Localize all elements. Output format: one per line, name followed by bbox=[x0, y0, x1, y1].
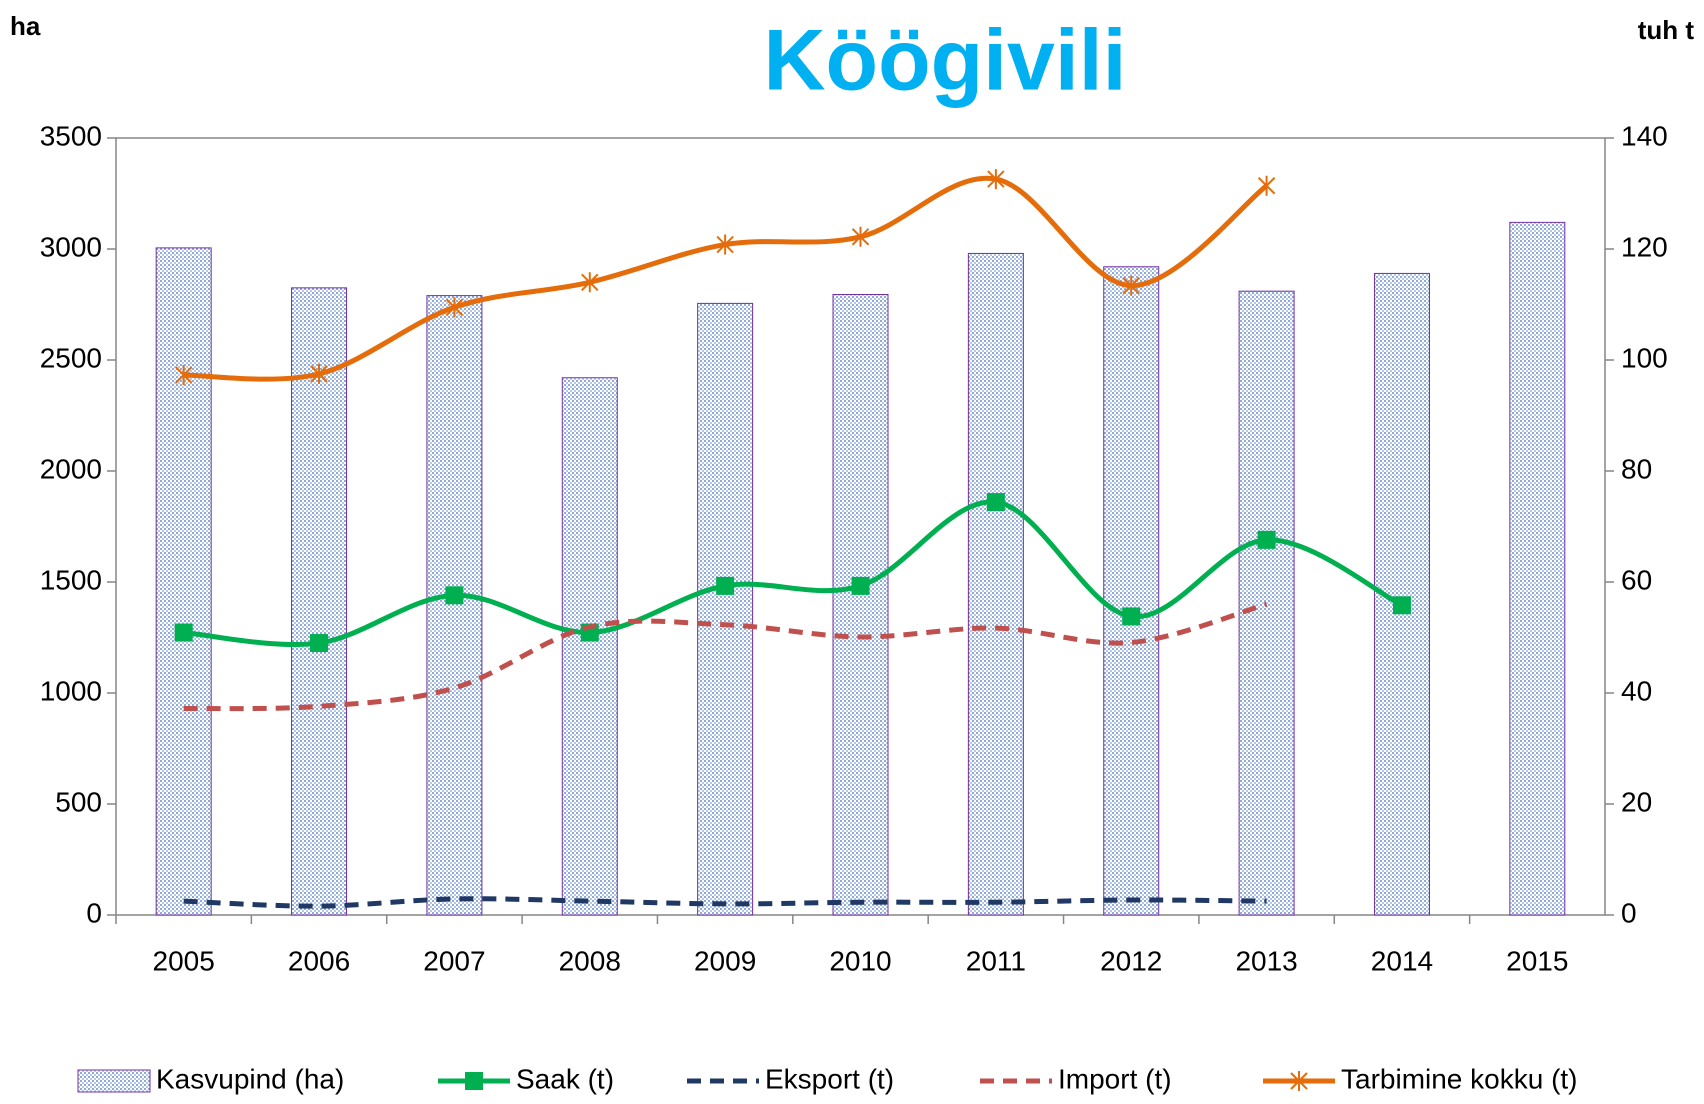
y2-tick-label: 60 bbox=[1621, 564, 1652, 595]
x-tick-label: 2007 bbox=[423, 945, 485, 976]
y-tick-label: 0 bbox=[86, 897, 102, 928]
line bbox=[183, 499, 1404, 648]
legend-marker bbox=[465, 1072, 483, 1090]
marker bbox=[174, 364, 193, 385]
marker bbox=[445, 586, 464, 605]
chart-title: Köögivili bbox=[763, 13, 1126, 109]
marker bbox=[310, 363, 328, 384]
x-tick-label: 2015 bbox=[1506, 945, 1568, 976]
x-tick-label: 2006 bbox=[288, 945, 350, 976]
y2-tick-label: 140 bbox=[1621, 120, 1668, 151]
marker bbox=[1257, 175, 1276, 196]
marker bbox=[851, 576, 870, 595]
bar bbox=[155, 247, 212, 916]
marker bbox=[174, 623, 193, 642]
y2-tick-label: 20 bbox=[1621, 786, 1652, 817]
y2-tick-label: 80 bbox=[1621, 453, 1652, 484]
line bbox=[183, 896, 1267, 909]
legend-label: Kasvupind (ha) bbox=[156, 1063, 344, 1094]
x-tick-label: 2009 bbox=[694, 945, 756, 976]
marker bbox=[1122, 607, 1141, 626]
y-tick-label: 2500 bbox=[40, 342, 102, 373]
x-tick-label: 2014 bbox=[1371, 945, 1433, 976]
bar bbox=[967, 252, 1024, 916]
y-tick-label: 3500 bbox=[40, 120, 102, 151]
bar bbox=[1238, 290, 1295, 916]
y2-tick-label: 100 bbox=[1621, 342, 1668, 373]
marker bbox=[1122, 275, 1140, 296]
y2-tick-label: 120 bbox=[1621, 231, 1668, 262]
x-tick-label: 2010 bbox=[829, 945, 891, 976]
legend-marker bbox=[1290, 1071, 1308, 1091]
marker bbox=[716, 576, 735, 595]
bar bbox=[291, 287, 348, 916]
y-tick-label: 2000 bbox=[40, 453, 102, 484]
bar bbox=[1509, 221, 1566, 916]
bar bbox=[561, 377, 618, 916]
marker bbox=[581, 272, 599, 293]
y-tick-label: 3000 bbox=[40, 231, 102, 262]
line bbox=[183, 175, 1269, 382]
y2-tick-label: 0 bbox=[1621, 897, 1637, 928]
marker bbox=[445, 297, 464, 318]
y-tick-label: 500 bbox=[55, 786, 102, 817]
x-tick-label: 2012 bbox=[1100, 945, 1162, 976]
x-tick-label: 2008 bbox=[559, 945, 621, 976]
x-tick-label: 2005 bbox=[153, 945, 215, 976]
legend-label: Import (t) bbox=[1058, 1063, 1172, 1094]
bar bbox=[832, 294, 889, 916]
y-tick-label: 1500 bbox=[40, 564, 102, 595]
x-tick-label: 2013 bbox=[1235, 945, 1297, 976]
y2-axis-label: tuh t bbox=[1638, 15, 1695, 45]
bar bbox=[697, 302, 754, 916]
marker bbox=[986, 493, 1005, 512]
legend-label: Tarbimine kokku (t) bbox=[1341, 1063, 1578, 1094]
bar bbox=[1103, 266, 1160, 916]
marker bbox=[987, 169, 1005, 190]
line bbox=[183, 601, 1268, 712]
x-tick-label: 2011 bbox=[966, 945, 1026, 976]
y2-tick-label: 40 bbox=[1621, 675, 1652, 706]
y-axis-label: ha bbox=[10, 11, 41, 41]
bar bbox=[426, 295, 483, 916]
legend-swatch bbox=[77, 1069, 151, 1093]
marker bbox=[851, 226, 870, 247]
marker bbox=[1257, 530, 1276, 549]
marker bbox=[716, 234, 734, 255]
marker bbox=[310, 634, 329, 653]
legend-label: Saak (t) bbox=[516, 1063, 614, 1094]
legend-label: Eksport (t) bbox=[765, 1063, 894, 1094]
marker bbox=[1392, 596, 1411, 615]
y-tick-label: 1000 bbox=[40, 675, 102, 706]
